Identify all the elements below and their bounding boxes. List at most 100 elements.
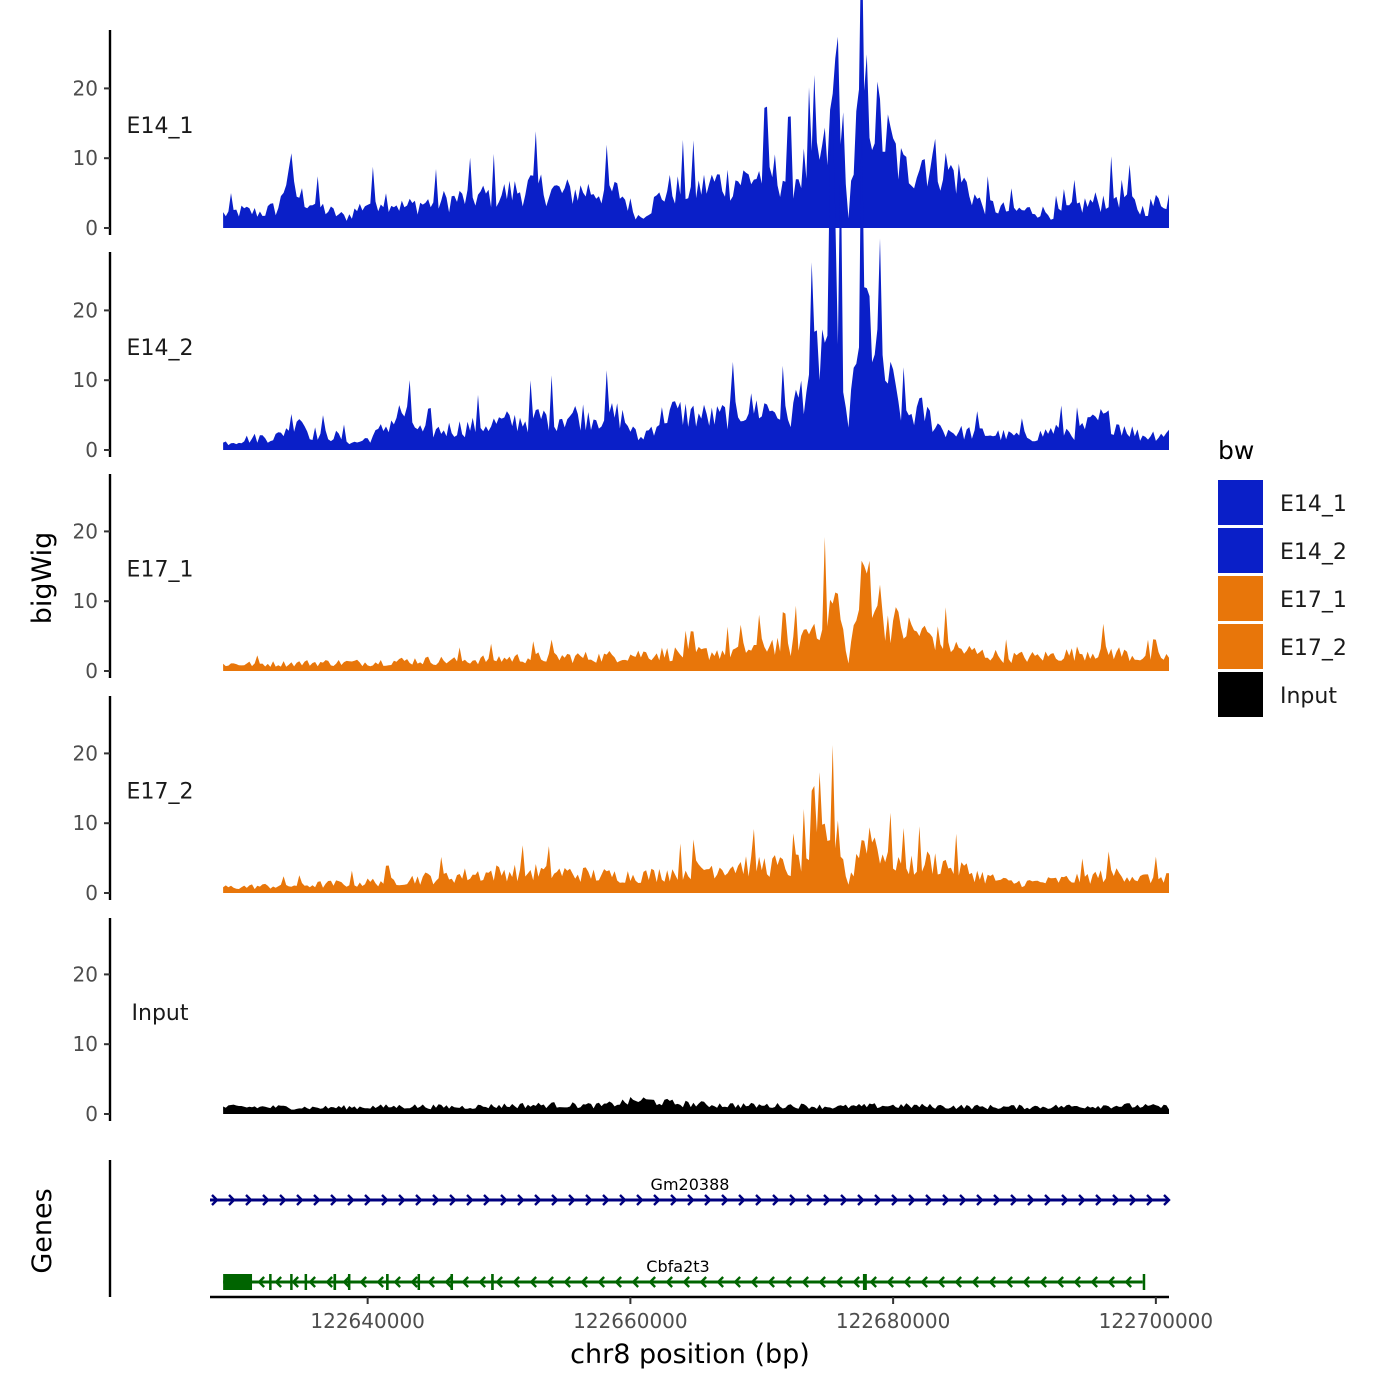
track-E17_1: 0 10 20 E17_1 (73, 474, 1170, 683)
strand-arrow (704, 1194, 712, 1206)
strand-arrow (937, 1276, 945, 1288)
strand-arrow (852, 1276, 860, 1288)
gene-Cbfa2t3: Cbfa2t3 (223, 1257, 1146, 1290)
strand-arrow (801, 1276, 809, 1288)
legend-entry-Input: Input (1218, 672, 1337, 717)
strand-arrow (563, 1276, 571, 1288)
x-tick-label: 122660000 (573, 1309, 688, 1333)
strand-arrow (342, 1276, 350, 1288)
strand-arrow (1039, 1276, 1047, 1288)
strand-arrow (1073, 1276, 1081, 1288)
strand-arrow (823, 1194, 831, 1206)
strand-arrow (325, 1276, 333, 1288)
strand-arrow (835, 1276, 843, 1288)
strand-arrow (410, 1276, 418, 1288)
strand-arrow (517, 1194, 525, 1206)
y-tick-label: 20 (73, 298, 98, 322)
strand-arrow (398, 1194, 406, 1206)
strand-arrow (1056, 1276, 1064, 1288)
strand-arrow (1022, 1276, 1030, 1288)
strand-arrow (1112, 1194, 1120, 1206)
y-tick-label: 0 (85, 659, 98, 683)
strand-arrow (432, 1194, 440, 1206)
legend: bw E14_1 E14_2 E17_1 E17_2 Input (1218, 436, 1347, 717)
legend-entry-E14_2: E14_2 (1218, 528, 1347, 573)
legend-swatch (1218, 672, 1263, 717)
strand-arrow (971, 1276, 979, 1288)
strand-arrow (840, 1194, 848, 1206)
strand-arrow (682, 1276, 690, 1288)
strand-arrow (308, 1276, 316, 1288)
strand-arrow (891, 1194, 899, 1206)
strand-arrow (789, 1194, 797, 1206)
y-tick-label: 10 (73, 368, 98, 392)
strand-arrow (1095, 1194, 1103, 1206)
strand-arrow (1124, 1276, 1132, 1288)
strand-arrow (687, 1194, 695, 1206)
legend-label: E14_2 (1280, 540, 1347, 565)
strand-arrow (903, 1276, 911, 1288)
exon-block (347, 1274, 351, 1290)
legend-swatch (1218, 528, 1263, 573)
strand-arrow (330, 1194, 338, 1206)
exon-block (290, 1274, 293, 1290)
strand-arrow (478, 1276, 486, 1288)
strand-arrow (262, 1194, 270, 1206)
strand-arrow (1107, 1276, 1115, 1288)
y-tick-label: 0 (85, 438, 98, 462)
strand-arrow (1027, 1194, 1035, 1206)
exon-block (333, 1274, 337, 1290)
strand-arrow (381, 1194, 389, 1206)
track-label: E17_1 (127, 558, 194, 583)
legend-label: E14_1 (1280, 492, 1347, 517)
strand-arrow (495, 1276, 503, 1288)
strand-arrow (670, 1194, 678, 1206)
track-label: Input (132, 1001, 189, 1026)
gene-name-label: Cbfa2t3 (646, 1257, 709, 1276)
strand-arrow (614, 1276, 622, 1288)
strand-arrow (738, 1194, 746, 1206)
y-tick-label: 0 (85, 216, 98, 240)
strand-arrow (959, 1194, 967, 1206)
strand-arrow (1146, 1194, 1154, 1206)
track-E14_1: 0 10 20 E14_1 (73, 0, 1169, 240)
x-tick-label: 122680000 (836, 1309, 951, 1333)
y-tick-label: 10 (73, 146, 98, 170)
track-E14_2: 0 10 20 E14_2 (73, 101, 1170, 462)
strand-arrow (580, 1276, 588, 1288)
strand-arrow (1005, 1276, 1013, 1288)
strand-arrow (648, 1276, 656, 1288)
strand-arrow (529, 1276, 537, 1288)
y-tick-label: 20 (73, 741, 98, 765)
strand-arrow (908, 1194, 916, 1206)
legend-swatch (1218, 576, 1263, 621)
strand-arrow (699, 1276, 707, 1288)
strand-arrow (976, 1194, 984, 1206)
strand-arrow (1078, 1194, 1086, 1206)
strand-arrow (500, 1194, 508, 1206)
legend-entries: E14_1 E14_2 E17_1 E17_2 Input (1218, 480, 1347, 717)
strand-arrow (993, 1194, 1001, 1206)
strand-arrow (279, 1194, 287, 1206)
strand-arrow (716, 1276, 724, 1288)
legend-entry-E17_1: E17_1 (1218, 576, 1347, 621)
x-tick-label: 122640000 (310, 1309, 425, 1333)
strand-arrow (857, 1194, 865, 1206)
strand-arrow (925, 1194, 933, 1206)
strand-arrow (585, 1194, 593, 1206)
y-tick-label: 20 (73, 962, 98, 986)
y-tick-label: 10 (73, 811, 98, 835)
genes-panel: Gm20388 Cbfa2t3 (108, 1160, 1171, 1297)
strand-arrow (784, 1276, 792, 1288)
strand-arrow (1061, 1194, 1069, 1206)
coverage-area (223, 1097, 1170, 1114)
strand-arrow (534, 1194, 542, 1206)
strand-arrow (886, 1276, 894, 1288)
strand-arrow (347, 1194, 355, 1206)
strand-arrow (551, 1194, 559, 1206)
strand-arrow (920, 1276, 928, 1288)
gene-name-label: Gm20388 (651, 1175, 730, 1194)
strand-arrow (415, 1194, 423, 1206)
exon-block (1142, 1274, 1146, 1290)
legend-label: E17_2 (1280, 636, 1347, 661)
